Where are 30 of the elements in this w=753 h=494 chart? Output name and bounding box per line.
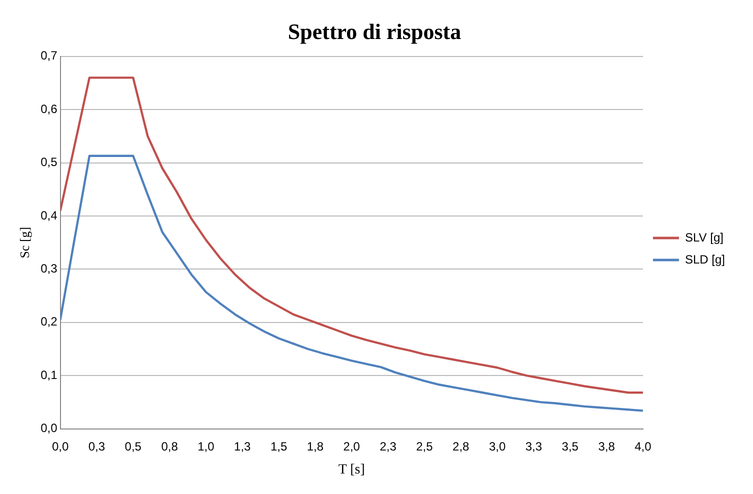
x-tick-label: 3,8 bbox=[598, 439, 616, 454]
x-tick-label: 1,8 bbox=[306, 439, 324, 454]
y-tick-label: 0,5 bbox=[40, 155, 58, 170]
y-tick-label: 0,3 bbox=[40, 262, 58, 276]
x-tick-label: 3,5 bbox=[562, 439, 579, 454]
x-tick-label: 2,0 bbox=[343, 439, 360, 454]
x-tick-label: 0,5 bbox=[124, 439, 142, 454]
x-tick-label: 0,8 bbox=[161, 439, 178, 454]
x-tick-label: 1,5 bbox=[270, 439, 288, 454]
y-tick-label: 0,0 bbox=[40, 421, 58, 436]
y-tick-label: 0,1 bbox=[40, 368, 58, 382]
x-tick-label: 1,3 bbox=[234, 439, 252, 454]
x-tick-label: 2,5 bbox=[416, 439, 434, 454]
y-tick-label: 0,7 bbox=[40, 48, 58, 63]
x-tick-label: 0,3 bbox=[88, 439, 106, 454]
y-tick-label: 0,2 bbox=[40, 314, 58, 329]
y-axis-title: Sc [g] bbox=[17, 226, 32, 258]
x-tick-label: 0,0 bbox=[52, 439, 69, 454]
legend-label: SLV [g] bbox=[684, 230, 724, 244]
y-tick-label: 0,6 bbox=[40, 102, 58, 116]
chart-title: Spettro di risposta bbox=[288, 18, 462, 44]
y-tick-label: 0,4 bbox=[40, 208, 58, 222]
x-axis-title: T [s] bbox=[338, 462, 365, 478]
x-tick-label: 3,0 bbox=[488, 439, 506, 454]
x-tick-label: 4,0 bbox=[634, 439, 652, 454]
x-tick-label: 2,8 bbox=[452, 439, 470, 454]
x-tick-label: 1,0 bbox=[198, 439, 215, 454]
x-tick-label: 3,3 bbox=[525, 439, 542, 454]
x-tick-label: 2,3 bbox=[380, 439, 397, 454]
legend-label: SLD [g] bbox=[684, 252, 726, 266]
